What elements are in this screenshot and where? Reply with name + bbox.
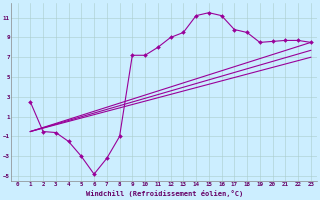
- X-axis label: Windchill (Refroidissement éolien,°C): Windchill (Refroidissement éolien,°C): [85, 190, 243, 197]
